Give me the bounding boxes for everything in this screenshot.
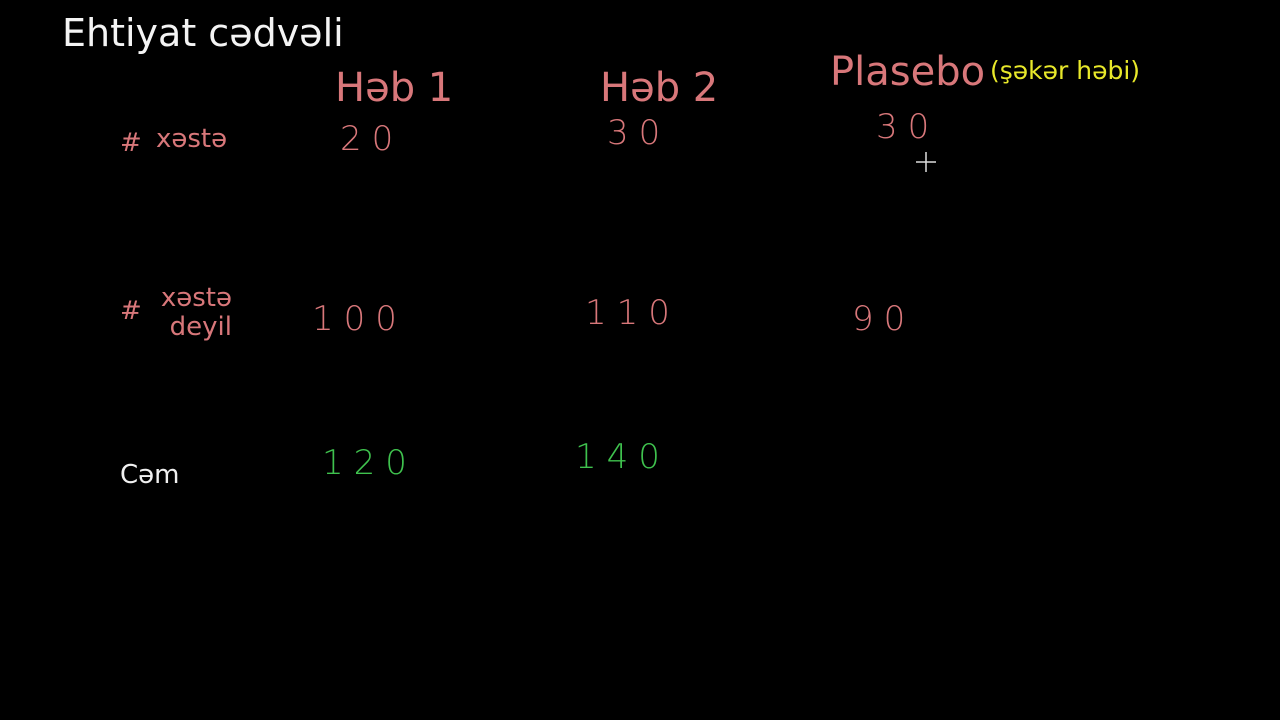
cell: 30 <box>607 113 671 153</box>
cell: 100 <box>312 299 407 339</box>
cell: 140 <box>575 437 670 477</box>
cell: 120 <box>322 443 417 483</box>
cell: 90 <box>852 299 916 339</box>
column-note: (şəkər həbi) <box>990 56 1141 85</box>
row-label: Cəm <box>120 460 180 490</box>
title: Ehtiyat cədvəli <box>62 11 344 55</box>
cell: 20 <box>340 119 404 159</box>
row-marker: # <box>120 128 142 158</box>
row-label: xəstə <box>156 124 228 154</box>
column-header: Plasebo <box>830 49 986 95</box>
row-marker: # <box>120 296 142 326</box>
column-header: Həb 2 <box>600 65 719 111</box>
cell: 110 <box>585 293 680 333</box>
cursor <box>916 152 936 172</box>
cell: 30 <box>876 107 940 147</box>
row-label: xəstə deyil <box>160 283 232 342</box>
column-header: Həb 1 <box>335 65 454 111</box>
